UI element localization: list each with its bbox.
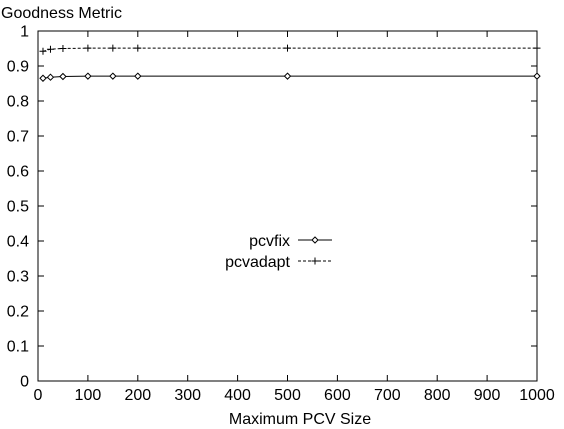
y-tick-label-2: 0.2 [7, 304, 29, 321]
axis-ticks [37, 30, 538, 382]
data-point-pcvadapt-7 [533, 44, 541, 52]
y-tick-label-1: 0.1 [7, 339, 29, 356]
y-tick-label-8: 0.8 [7, 94, 29, 111]
data-point-pcvfix-1 [46, 73, 55, 81]
y-tick-label-3: 0.3 [7, 269, 29, 286]
x-axis-label: Maximum PCV Size [229, 411, 371, 428]
y-tick-label-10: 1 [20, 24, 29, 41]
y-tick-label-6: 0.6 [7, 164, 29, 181]
y-axis-label: Goodness Metric [1, 5, 122, 22]
legend-marker-pcvadapt [311, 257, 319, 265]
x-tick-label-6: 600 [324, 387, 351, 404]
data-point-pcvadapt-4 [109, 44, 117, 52]
data-point-pcvadapt-3 [84, 44, 92, 52]
y-tick-label-7: 0.7 [7, 129, 29, 146]
x-tick-label-9: 900 [474, 387, 501, 404]
data-point-pcvadapt-5 [134, 44, 142, 52]
x-tick-label-3: 300 [174, 387, 201, 404]
data-point-pcvfix-5 [134, 72, 142, 80]
data-point-pcvadapt-0 [39, 47, 47, 55]
x-tick-label-5: 500 [274, 387, 301, 404]
data-point-pcvadapt-6 [284, 44, 291, 52]
data-point-pcvfix-7 [533, 72, 541, 80]
data-point-pcvfix-3 [84, 72, 92, 80]
data-point-pcvfix-2 [59, 72, 67, 81]
x-tick-label-4: 400 [224, 387, 251, 404]
series-pcvfix [39, 72, 541, 82]
x-tick-label-0: 0 [34, 387, 43, 404]
legend-label-pcvadapt: pcvadapt [225, 254, 290, 271]
x-tick-label-2: 200 [124, 387, 151, 404]
series-pcvadapt [39, 44, 541, 55]
data-point-pcvfix-4 [109, 72, 117, 80]
x-tick-label-8: 800 [424, 387, 451, 404]
series-line-pcvadapt [42, 47, 537, 52]
data-point-pcvadapt-2 [59, 45, 67, 52]
x-tick-label-1: 100 [75, 387, 102, 404]
data-point-pcvfix-0 [39, 74, 47, 82]
y-tick-label-0: 0 [20, 374, 29, 391]
plot-area-frame [37, 30, 538, 382]
y-tick-label-5: 0.5 [7, 199, 29, 216]
legend: pcvfix pcvadapt [225, 233, 332, 271]
data-point-pcvfix-6 [283, 72, 292, 80]
y-tick-label-4: 0.4 [7, 234, 29, 251]
y-tick-label-9: 0.9 [7, 59, 29, 76]
legend-marker-pcvfix [311, 236, 319, 244]
x-tick-label-7: 700 [374, 387, 401, 404]
legend-label-pcvfix: pcvfix [249, 233, 290, 250]
data-point-pcvadapt-1 [46, 45, 54, 53]
x-tick-label-10: 1000 [519, 387, 555, 404]
tick-labels: 0 100 200 300 400 500 600 700 800 900 1000 0 0.1 0.2 0… [7, 24, 555, 405]
series-layer [39, 44, 541, 82]
